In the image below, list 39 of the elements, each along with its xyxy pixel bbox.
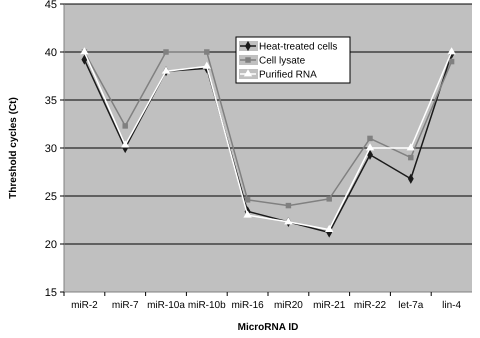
point	[447, 47, 456, 54]
x-tick-label: miR-7	[112, 300, 139, 311]
legend-label: Heat-treated cells	[259, 42, 338, 52]
point	[243, 210, 252, 218]
point	[162, 66, 170, 74]
x-tick-label: let-7a	[398, 300, 424, 311]
point	[204, 49, 210, 55]
point	[286, 202, 292, 208]
point	[326, 196, 332, 202]
x-axis-title: MicroRNA ID	[238, 322, 298, 333]
x-tick-label: miR20	[274, 300, 304, 311]
x-tick-label: lin-4	[442, 300, 462, 311]
point	[448, 58, 454, 64]
point	[244, 197, 250, 203]
y-tick-label: 35	[44, 94, 57, 107]
y-tick-label: 30	[44, 142, 57, 155]
x-tick-label: miR-16	[231, 300, 264, 311]
point	[325, 224, 334, 232]
legend-label: Purified RNA	[259, 70, 318, 80]
x-tick-label: miR-21	[313, 300, 346, 311]
y-tick-label: 45	[44, 0, 57, 11]
x-tick-label: miR-22	[354, 300, 387, 311]
y-axis-title: Threshold cycles (Ct)	[8, 97, 19, 199]
point	[122, 123, 128, 129]
point	[366, 143, 374, 150]
legend-label: Cell lysate	[259, 56, 306, 66]
y-tick-label: 20	[44, 238, 57, 251]
point	[408, 154, 414, 160]
x-tick-label: miR-10b	[188, 300, 226, 311]
y-tick-label: 40	[44, 46, 57, 59]
y-tick-label: 25	[44, 190, 57, 203]
y-tick-label: 15	[44, 286, 57, 299]
x-tick-label: miR-2	[71, 300, 98, 311]
point	[367, 136, 373, 142]
point	[284, 217, 293, 224]
point	[202, 62, 211, 69]
point	[406, 143, 415, 150]
point	[121, 140, 130, 148]
x-tick-label: miR-10a	[147, 300, 186, 311]
